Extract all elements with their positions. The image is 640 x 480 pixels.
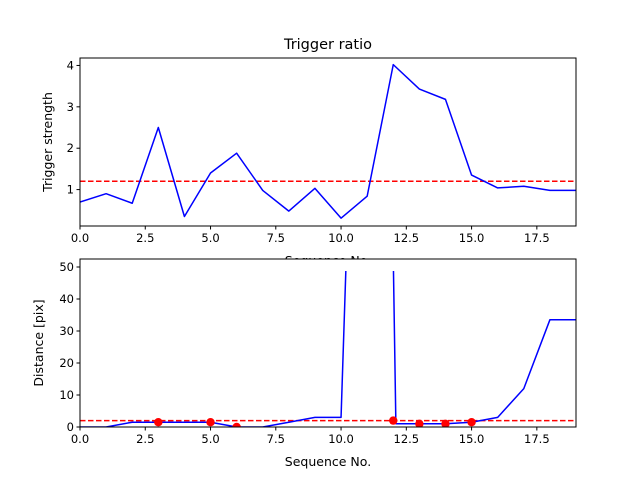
y-tick-label: 10 (59, 388, 74, 402)
y-tick-label: 0 (67, 420, 74, 434)
markers (154, 416, 476, 427)
x-tick-label: 17.5 (524, 231, 550, 245)
y-axis-label: Trigger strength (40, 92, 55, 193)
data-point (441, 419, 450, 427)
x-tick-label: 17.5 (524, 432, 550, 446)
x-tick-label: 5.0 (201, 231, 219, 245)
plot-area: 0.0 2.5 5.0 7.5 10.0 12.5 15.0 17.5 1 2 3 4 (67, 57, 577, 245)
x-axis-label: Sequence No. (285, 454, 371, 469)
x-tick-label: 7.5 (267, 432, 285, 446)
data-point (415, 419, 424, 427)
y-tick-label: 20 (59, 356, 74, 370)
x-tick-label: 2.5 (136, 231, 154, 245)
x-tick-label: 0.0 (71, 231, 89, 245)
x-tick-label: 12.5 (394, 231, 420, 245)
x-tick-label: 15.0 (459, 432, 485, 446)
data-point (232, 422, 241, 427)
series-line-0 (80, 63, 576, 219)
y-tick-label: 2 (67, 141, 74, 155)
data-point (389, 416, 398, 425)
data-point (154, 418, 163, 427)
x-tick-label: 15.0 (459, 231, 485, 245)
trigger-ratio-chart: Trigger ratio Trigger strength 0.0 2.5 5.0… (40, 37, 577, 245)
data-point (206, 418, 215, 427)
series-line-0 (80, 259, 576, 427)
data-point (467, 418, 476, 427)
lower-axes-background (80, 259, 576, 271)
axes-frame (79, 57, 577, 227)
plot-area: 0.0 2.5 5.0 7.5 10.0 12.5 15.0 17.5 0 10 20 30 40 50 (59, 258, 577, 446)
x-tick-label: 12.5 (394, 432, 420, 446)
x-tick-label: 10.0 (328, 231, 354, 245)
y-tick-label: 50 (59, 260, 74, 274)
x-tick-label: 10.0 (328, 432, 354, 446)
x-tick-label: 7.5 (267, 231, 285, 245)
x-tick-label: 0.0 (71, 432, 89, 446)
distance-chart: Distance [pix] Sequence No. 0.0 2.5 5.0 7.5… (31, 258, 577, 469)
y-tick-label: 40 (59, 292, 74, 306)
lower-axes-frame-top (79, 258, 577, 428)
y-axis-label: Distance [pix] (31, 299, 46, 386)
y-tick-label: 30 (59, 324, 74, 338)
x-tick-label: 2.5 (136, 432, 154, 446)
x-tick-label: 5.0 (201, 432, 219, 446)
chart-title: Trigger ratio (283, 37, 372, 53)
y-tick-label: 1 (67, 183, 74, 197)
y-tick-label: 3 (67, 100, 74, 114)
y-tick-label: 4 (67, 58, 74, 72)
